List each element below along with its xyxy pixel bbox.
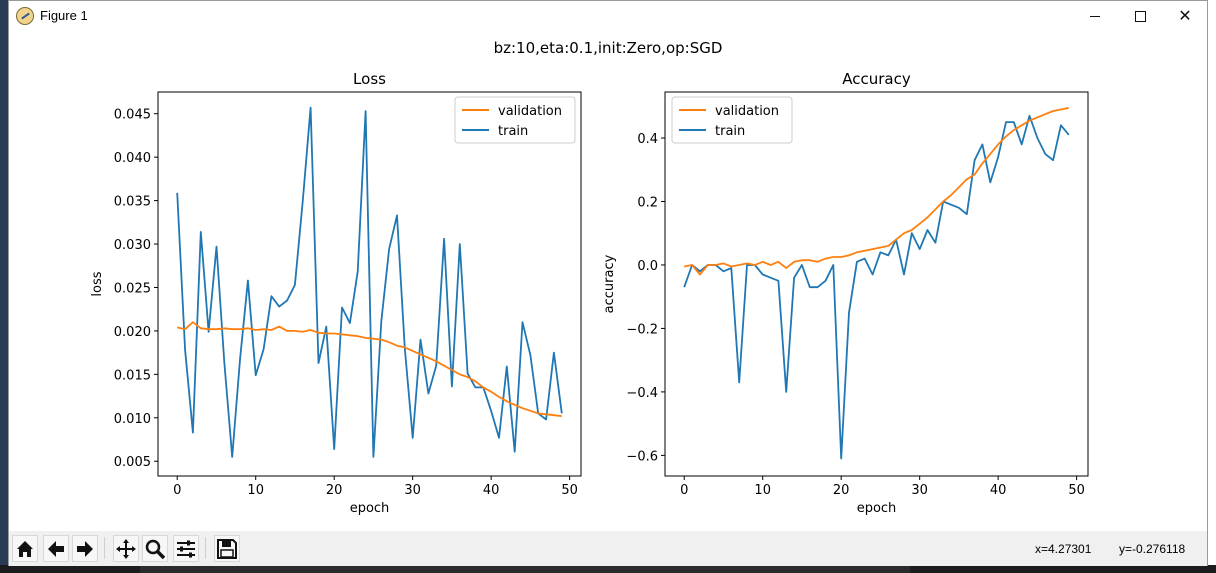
figure-suptitle: bz:10,eta:0.1,init:Zero,op:SGD	[494, 39, 723, 57]
legend-label-train: train	[715, 124, 745, 139]
x-tick-label: 30	[404, 483, 421, 498]
desktop-background-left	[0, 0, 8, 573]
x-tick-label: 40	[483, 483, 500, 498]
x-tick-label: 20	[833, 483, 850, 498]
x-tick-label: 40	[990, 483, 1007, 498]
figure-canvas[interactable]: bz:10,eta:0.1,init:Zero,op:SGD Loss 0 10 20 3…	[9, 31, 1207, 531]
home-button[interactable]	[12, 535, 38, 562]
y-tick-label: 0.020	[114, 325, 151, 340]
y-axis-label: accuracy	[602, 254, 617, 313]
x-tick-label: 20	[326, 483, 343, 498]
taskbar	[0, 565, 1216, 573]
subplots-icon	[177, 540, 195, 557]
y-tick-label: 0.045	[114, 108, 151, 123]
forward-button[interactable]	[72, 535, 98, 562]
x-tick-label: 50	[561, 483, 578, 498]
back-button[interactable]	[43, 535, 69, 562]
legend-label-validation: validation	[498, 104, 562, 119]
y-tick-label: −0.4	[626, 386, 658, 401]
y-tick-label: 0.015	[114, 368, 151, 383]
zoom-button[interactable]	[142, 535, 168, 562]
series-line-train	[683, 114, 1070, 460]
y-tick-label: 0.035	[114, 195, 151, 210]
legend-label-train: train	[498, 124, 528, 139]
figure-window: Figure 1 ✕ bz:10,eta:0.1,init:Zero,op:SG…	[8, 0, 1208, 566]
close-button[interactable]: ✕	[1162, 1, 1208, 31]
y-tick-label: 0.025	[114, 281, 151, 296]
window-title: Figure 1	[40, 8, 88, 23]
home-icon	[17, 540, 33, 557]
maximize-button[interactable]	[1117, 1, 1163, 31]
y-axis-label: loss	[90, 271, 105, 296]
x-tick-label: 10	[247, 483, 264, 498]
desktop-background-right	[1208, 0, 1216, 573]
toolbar-separator	[205, 537, 206, 559]
zoom-icon	[145, 539, 166, 559]
x-axis-label: epoch	[350, 501, 390, 516]
y-tick-label: −0.6	[626, 449, 658, 464]
x-tick-label: 0	[173, 483, 181, 498]
x-tick-label: 50	[1068, 483, 1085, 498]
x-tick-label: 30	[911, 483, 928, 498]
legend-box	[454, 96, 576, 144]
minimize-button[interactable]	[1072, 1, 1118, 31]
cursor-x-readout: x=4.27301	[1035, 542, 1092, 556]
axes-frame	[157, 91, 582, 477]
save-button[interactable]	[214, 535, 240, 562]
taskbar-segment	[140, 565, 910, 573]
close-icon: ✕	[1178, 6, 1192, 25]
matplotlib-app-icon[interactable]	[16, 7, 34, 25]
cursor-y-readout: y=-0.276118	[1119, 542, 1186, 556]
y-tick-label: 0.005	[114, 455, 151, 470]
minimize-icon	[1090, 15, 1100, 17]
back-icon	[48, 540, 64, 557]
y-tick-label: 0.2	[637, 195, 658, 210]
figure-svg: bz:10,eta:0.1,init:Zero,op:SGD Loss 0 10 20 3…	[90, 39, 1089, 516]
title-bar[interactable]: Figure 1 ✕	[9, 1, 1207, 31]
subplots-button[interactable]	[173, 535, 199, 562]
legend-box	[671, 96, 793, 144]
forward-icon	[77, 540, 93, 557]
x-tick-label: 0	[680, 483, 688, 498]
x-tick-label: 10	[754, 483, 771, 498]
axes-frame	[664, 91, 1089, 477]
x-axis-label: epoch	[857, 501, 897, 516]
toolbar-separator	[104, 537, 105, 559]
maximize-icon	[1134, 10, 1146, 22]
chart-title-0: Loss	[353, 70, 386, 88]
series-line-train	[176, 106, 563, 458]
navigation-toolbar: x=4.27301 y=-0.276118	[9, 531, 1207, 566]
chart-title-1: Accuracy	[842, 70, 911, 88]
y-tick-label: 0.0	[637, 259, 658, 274]
legend-label-validation: validation	[715, 104, 779, 119]
y-tick-label: 0.010	[114, 412, 151, 427]
save-icon	[217, 538, 237, 559]
pan-icon	[116, 538, 136, 559]
series-line-validation	[684, 107, 1069, 276]
y-tick-label: 0.030	[114, 238, 151, 253]
pan-button[interactable]	[113, 535, 139, 562]
y-tick-label: 0.4	[637, 132, 658, 147]
series-line-validation	[177, 321, 562, 417]
y-tick-label: −0.2	[626, 322, 658, 337]
y-tick-label: 0.040	[114, 151, 151, 166]
